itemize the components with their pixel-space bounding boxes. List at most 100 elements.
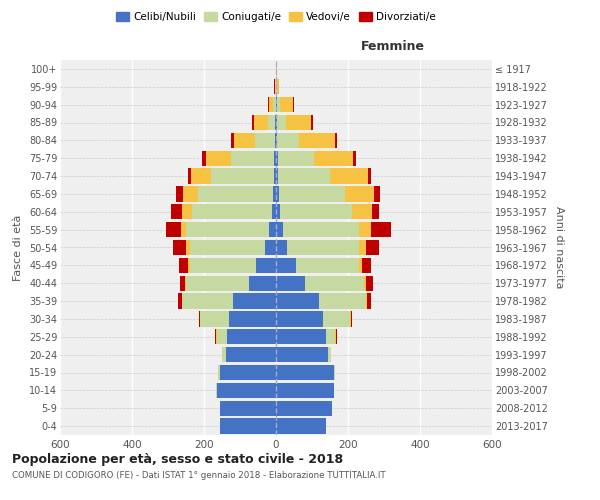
Bar xyxy=(255,133,275,148)
Bar xyxy=(233,133,255,148)
Bar xyxy=(211,168,274,184)
Bar xyxy=(217,329,227,344)
Bar xyxy=(331,168,368,184)
Bar xyxy=(215,329,216,344)
Bar xyxy=(268,97,269,112)
Y-axis label: Fasce di età: Fasce di età xyxy=(13,214,23,280)
Bar xyxy=(346,186,374,202)
Bar xyxy=(352,204,372,220)
Bar xyxy=(191,168,211,184)
Bar xyxy=(176,186,183,202)
Bar xyxy=(276,383,334,398)
Bar xyxy=(350,312,352,326)
Bar xyxy=(334,365,335,380)
Bar xyxy=(269,222,276,237)
Bar xyxy=(283,222,359,237)
Bar xyxy=(256,258,276,273)
Y-axis label: Anni di nascita: Anni di nascita xyxy=(554,206,565,289)
Bar xyxy=(276,240,287,255)
Bar xyxy=(272,204,276,220)
Bar xyxy=(278,150,314,166)
Bar xyxy=(274,150,276,166)
Bar xyxy=(190,240,265,255)
Bar xyxy=(276,329,326,344)
Bar xyxy=(171,204,182,220)
Bar xyxy=(277,133,299,148)
Text: Femmine: Femmine xyxy=(361,40,425,52)
Bar xyxy=(277,115,286,130)
Bar xyxy=(179,258,188,273)
Bar xyxy=(229,312,276,326)
Bar xyxy=(336,329,337,344)
Bar xyxy=(367,294,371,308)
Bar xyxy=(273,97,276,112)
Bar xyxy=(276,186,279,202)
Bar xyxy=(353,150,356,166)
Bar xyxy=(254,115,268,130)
Bar xyxy=(359,222,371,237)
Bar xyxy=(222,347,226,362)
Bar xyxy=(276,97,277,112)
Text: COMUNE DI CODIGORO (FE) - Dati ISTAT 1° gennaio 2018 - Elaborazione TUTTITALIA.I: COMUNE DI CODIGORO (FE) - Dati ISTAT 1° … xyxy=(12,471,386,480)
Bar xyxy=(233,294,276,308)
Bar xyxy=(366,294,367,308)
Bar xyxy=(276,62,277,76)
Bar xyxy=(366,276,373,291)
Bar xyxy=(193,204,272,220)
Bar xyxy=(277,97,280,112)
Bar xyxy=(276,133,277,148)
Bar xyxy=(182,204,193,220)
Bar xyxy=(178,294,182,308)
Bar xyxy=(220,418,276,434)
Bar xyxy=(280,204,352,220)
Bar xyxy=(186,276,249,291)
Bar xyxy=(371,222,391,237)
Bar xyxy=(276,365,334,380)
Bar xyxy=(278,79,279,94)
Bar xyxy=(287,240,359,255)
Bar xyxy=(227,329,276,344)
Bar xyxy=(326,329,335,344)
Bar xyxy=(276,115,277,130)
Bar xyxy=(372,204,379,220)
Bar xyxy=(197,186,273,202)
Bar xyxy=(275,115,276,130)
Bar xyxy=(276,204,280,220)
Bar xyxy=(374,186,380,202)
Bar xyxy=(319,294,366,308)
Bar xyxy=(279,186,346,202)
Bar xyxy=(305,276,364,291)
Bar xyxy=(226,347,276,362)
Bar xyxy=(185,276,186,291)
Bar xyxy=(173,240,186,255)
Bar xyxy=(278,168,331,184)
Bar xyxy=(265,240,276,255)
Bar xyxy=(220,365,276,380)
Bar xyxy=(166,222,181,237)
Bar xyxy=(200,312,229,326)
Bar xyxy=(188,168,191,184)
Bar xyxy=(276,222,283,237)
Bar xyxy=(362,258,371,273)
Bar xyxy=(286,115,311,130)
Bar xyxy=(199,312,200,326)
Bar xyxy=(274,168,276,184)
Bar xyxy=(274,79,275,94)
Bar xyxy=(231,150,274,166)
Bar xyxy=(186,240,190,255)
Bar xyxy=(180,276,185,291)
Bar xyxy=(181,222,186,237)
Bar xyxy=(366,240,379,255)
Bar xyxy=(276,312,323,326)
Bar xyxy=(328,347,331,362)
Bar xyxy=(269,97,273,112)
Bar xyxy=(216,329,217,344)
Bar xyxy=(230,133,233,148)
Bar xyxy=(182,294,233,308)
Bar xyxy=(276,150,278,166)
Bar xyxy=(276,168,278,184)
Bar xyxy=(188,258,190,273)
Bar xyxy=(299,133,335,148)
Bar xyxy=(220,400,276,416)
Bar xyxy=(323,312,350,326)
